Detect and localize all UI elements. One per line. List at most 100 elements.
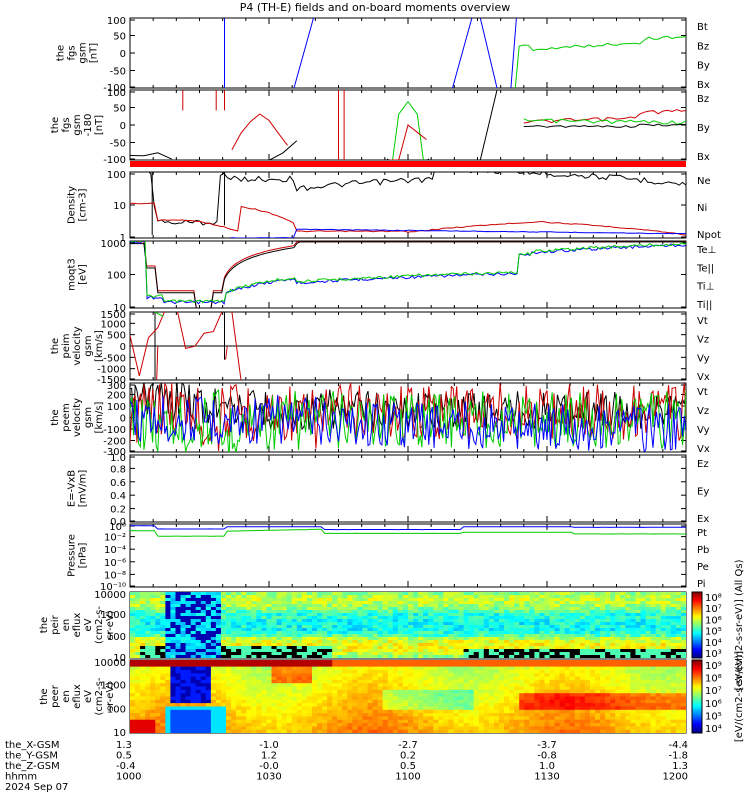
spectro-cell — [458, 631, 465, 635]
spectro-cell — [504, 660, 510, 664]
spectro-cell — [210, 604, 217, 608]
spectro-cell — [241, 706, 247, 711]
spectro-cell — [190, 646, 197, 650]
spectro-cell — [352, 703, 359, 707]
spectro-cell — [215, 616, 222, 620]
spectro-cell — [367, 637, 374, 641]
spectro-cell — [615, 655, 621, 658]
spectro-cell — [453, 709, 460, 714]
spectro-cell — [221, 628, 227, 632]
ytick-label: 10000 — [94, 590, 126, 601]
spectro-cell — [493, 716, 500, 721]
spectro-cell — [251, 610, 257, 614]
spectro-cell — [210, 622, 217, 626]
spectro-cell — [377, 652, 384, 656]
spectro-cell — [630, 631, 637, 635]
spectro-cell — [514, 726, 520, 731]
spectro-cell — [286, 652, 293, 656]
spectro-cell — [423, 631, 429, 635]
spectro-cell — [165, 640, 172, 644]
spectro-cell — [332, 613, 338, 617]
spectro-cell — [150, 655, 156, 658]
spectro-cell — [473, 640, 480, 644]
spectro-cell — [468, 637, 475, 641]
spectro-cell — [387, 703, 394, 707]
spectro-cell — [327, 652, 333, 656]
spectro-cell — [458, 726, 465, 731]
spectro-cell — [210, 607, 217, 611]
spectro-cell — [413, 676, 419, 681]
spectro-cell — [478, 598, 485, 602]
spectro-cell — [312, 598, 318, 602]
spectro-cell — [291, 729, 298, 733]
spectro-cell — [296, 622, 303, 626]
spectro-cell — [342, 686, 348, 691]
spectro-cell — [286, 693, 293, 698]
spectro-cell — [433, 673, 439, 678]
spectro-cell — [215, 628, 222, 632]
spectro-cell — [584, 643, 591, 647]
spectro-cell — [463, 686, 470, 691]
spectro-cell — [312, 619, 318, 623]
spectro-cell — [650, 643, 657, 647]
spectro-cell — [559, 592, 566, 596]
spectro-cell — [402, 683, 409, 688]
spectro-cell — [640, 628, 647, 632]
spectro-cell — [276, 726, 283, 731]
spectro-cell — [438, 616, 444, 620]
spectro-cell — [675, 592, 682, 596]
spectro-cell — [251, 649, 257, 653]
spectro-cell — [276, 666, 283, 671]
spectro-cell — [387, 689, 394, 694]
spectro-cell — [397, 613, 404, 617]
spectro-cell — [473, 686, 480, 691]
spectro-cell — [266, 655, 273, 658]
spectro-cell — [332, 673, 338, 678]
spectro-cell — [246, 631, 252, 635]
spectro-cell — [226, 649, 232, 653]
spectro-cell — [499, 637, 505, 641]
spectro-cell — [564, 646, 571, 650]
spectro-cell — [317, 666, 323, 671]
spectro-cell — [150, 693, 156, 698]
spectro-cell — [443, 622, 450, 626]
spectro-cell — [413, 619, 419, 623]
spectro-cell — [574, 592, 581, 596]
spectro-cell — [337, 689, 343, 694]
spectro-cell — [286, 726, 293, 731]
spectro-cell — [392, 709, 399, 714]
spectro-cell — [519, 703, 525, 707]
spectro-cell — [180, 637, 187, 641]
spectro-cell — [322, 613, 328, 617]
spectro-cell — [478, 628, 485, 632]
spectro-cell — [453, 723, 460, 727]
spectro-cell — [539, 652, 546, 656]
spectro-cell — [620, 610, 626, 614]
spectro-cell — [438, 655, 444, 658]
spectro-cell — [155, 595, 161, 599]
spectro-cell — [160, 666, 166, 671]
spectro-cell — [524, 693, 530, 698]
spectro-cell — [291, 646, 298, 650]
spectro-cell — [286, 592, 293, 596]
spectro-cell — [317, 689, 323, 694]
spectro-cell — [544, 598, 551, 602]
spectro-cell — [524, 719, 530, 724]
spectro-cell — [296, 607, 303, 611]
spectro-cell — [433, 670, 439, 674]
spectro-cell — [509, 655, 515, 658]
spectro-cell — [438, 699, 444, 704]
spectro-cell — [514, 646, 520, 650]
spectro-cell — [675, 625, 682, 629]
spectro-cell — [160, 726, 166, 731]
spectro-cell — [463, 693, 470, 698]
spectro-cell — [610, 607, 616, 611]
spectro-cell — [135, 696, 141, 701]
spectro-cell — [135, 689, 141, 694]
spectro-cell — [625, 619, 631, 623]
spectro-cell — [443, 660, 450, 664]
spectro-cell — [301, 607, 308, 611]
spectro-cell — [670, 607, 677, 611]
spectro-cell — [483, 622, 490, 626]
spectro-cell — [342, 637, 348, 641]
